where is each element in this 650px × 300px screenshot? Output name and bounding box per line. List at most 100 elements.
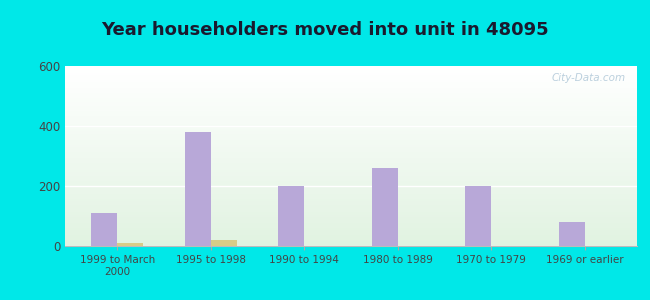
Bar xyxy=(65,145,637,147)
Bar xyxy=(65,165,637,167)
Bar xyxy=(65,160,637,161)
Bar xyxy=(65,194,637,196)
Bar xyxy=(65,134,637,136)
Bar xyxy=(65,91,637,93)
Bar xyxy=(65,113,637,115)
Bar xyxy=(65,98,637,100)
Bar xyxy=(65,133,637,134)
Bar xyxy=(65,208,637,210)
Bar xyxy=(65,136,637,138)
Bar xyxy=(65,197,637,199)
Bar xyxy=(65,192,637,194)
Bar xyxy=(65,212,637,214)
Bar xyxy=(65,217,637,219)
Bar xyxy=(65,241,637,242)
Bar xyxy=(65,221,637,223)
Bar xyxy=(65,71,637,73)
Bar xyxy=(65,183,637,185)
Bar xyxy=(65,199,637,201)
Bar xyxy=(65,237,637,239)
Bar xyxy=(65,127,637,129)
Bar xyxy=(278,186,304,246)
Bar xyxy=(558,222,585,246)
Bar xyxy=(65,187,637,188)
Bar xyxy=(65,122,637,124)
Bar xyxy=(65,188,637,190)
Bar xyxy=(65,66,637,68)
Bar xyxy=(65,156,637,158)
Text: City-Data.com: City-Data.com xyxy=(551,73,625,83)
Bar xyxy=(65,109,637,111)
Bar xyxy=(65,140,637,142)
Bar xyxy=(65,97,637,98)
Bar xyxy=(65,169,637,170)
Bar xyxy=(65,102,637,104)
Bar xyxy=(65,172,637,174)
Bar xyxy=(65,205,637,206)
Bar xyxy=(65,219,637,221)
Bar xyxy=(65,232,637,233)
Bar xyxy=(65,244,637,246)
Bar xyxy=(65,239,637,241)
Bar xyxy=(65,174,637,176)
Bar xyxy=(65,185,637,187)
Bar xyxy=(65,93,637,95)
Bar xyxy=(65,167,637,169)
Bar xyxy=(65,181,637,183)
Bar xyxy=(65,178,637,179)
Bar xyxy=(65,230,637,232)
Bar xyxy=(65,68,637,70)
Bar xyxy=(65,88,637,89)
Bar xyxy=(65,147,637,149)
Text: Year householders moved into unit in 48095: Year householders moved into unit in 480… xyxy=(101,21,549,39)
Bar xyxy=(65,242,637,244)
Bar xyxy=(65,190,637,192)
Bar xyxy=(65,104,637,106)
Bar xyxy=(65,176,637,178)
Bar xyxy=(65,73,637,75)
Bar xyxy=(65,131,637,133)
Bar xyxy=(185,132,211,246)
Bar xyxy=(65,196,637,197)
Bar xyxy=(65,107,637,109)
Bar xyxy=(65,86,637,88)
Bar xyxy=(65,77,637,79)
Bar xyxy=(65,152,637,154)
Bar xyxy=(65,235,637,237)
Bar xyxy=(65,118,637,120)
Bar xyxy=(65,224,637,226)
Bar xyxy=(372,168,398,246)
Bar xyxy=(65,158,637,160)
Bar xyxy=(465,186,491,246)
Bar xyxy=(65,214,637,215)
Bar xyxy=(65,95,637,97)
Bar xyxy=(65,106,637,107)
Bar xyxy=(65,138,637,140)
Bar xyxy=(211,240,237,246)
Bar xyxy=(65,179,637,181)
Bar xyxy=(65,84,637,86)
Bar xyxy=(65,226,637,228)
Bar xyxy=(65,80,637,82)
Bar xyxy=(65,142,637,143)
Bar xyxy=(65,201,637,203)
Bar xyxy=(65,120,637,122)
Bar xyxy=(65,82,637,84)
Bar xyxy=(65,163,637,165)
Bar xyxy=(65,143,637,145)
Bar xyxy=(65,100,637,102)
Bar xyxy=(65,233,637,235)
Bar xyxy=(65,151,637,152)
Bar xyxy=(65,79,637,80)
Bar xyxy=(65,228,637,230)
Bar xyxy=(65,170,637,172)
Bar xyxy=(65,223,637,224)
Bar xyxy=(65,70,637,71)
Bar xyxy=(65,89,637,91)
Bar xyxy=(65,161,637,163)
Bar xyxy=(65,210,637,212)
Bar xyxy=(65,206,637,208)
Bar xyxy=(65,75,637,77)
Bar xyxy=(65,111,637,113)
Bar xyxy=(65,129,637,131)
